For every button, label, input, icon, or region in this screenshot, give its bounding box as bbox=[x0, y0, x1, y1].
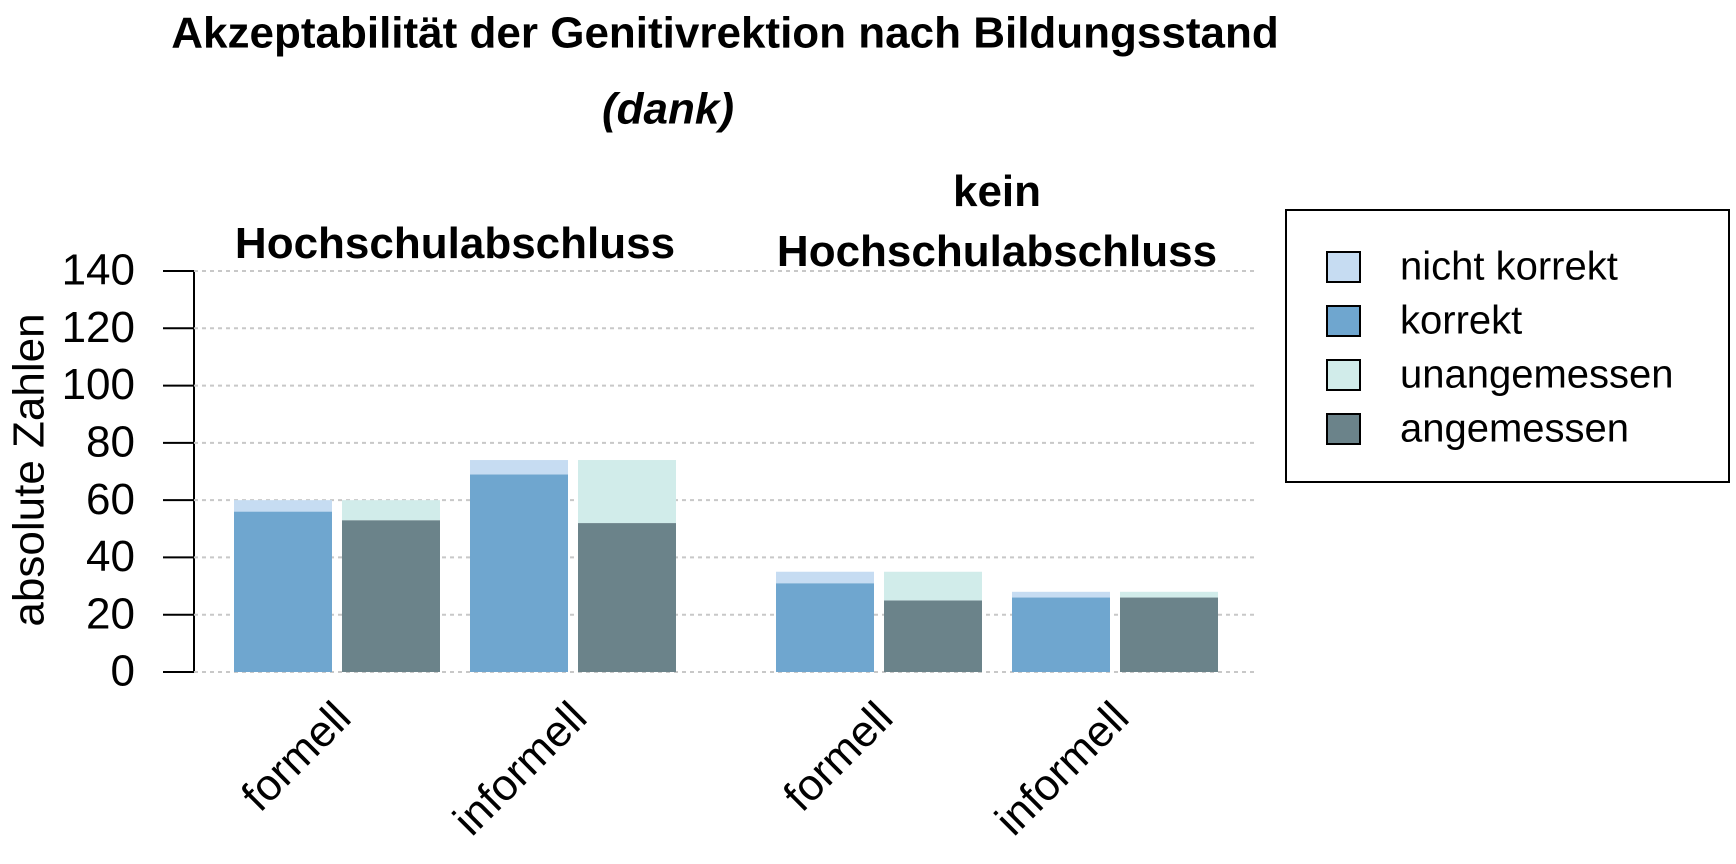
bar-segment bbox=[884, 571, 982, 601]
bar-segment bbox=[234, 511, 332, 672]
bar-segment bbox=[470, 460, 568, 475]
bar-segment bbox=[776, 583, 874, 672]
y-tick-label: 20 bbox=[86, 589, 135, 638]
y-tick-label: 140 bbox=[62, 246, 135, 295]
legend-swatch bbox=[1326, 251, 1361, 283]
bar-segment bbox=[342, 520, 440, 672]
panel-title: kein Hochschulabschluss bbox=[776, 167, 1218, 276]
chart-subtitle: (dank) bbox=[602, 85, 734, 134]
bar-segment bbox=[342, 500, 440, 521]
y-axis-label: absolute Zahlen bbox=[5, 313, 54, 626]
legend-label: unangemessen bbox=[1400, 353, 1674, 397]
legend-label: korrekt bbox=[1400, 299, 1522, 343]
y-tick-label: 60 bbox=[86, 475, 135, 524]
legend-swatch bbox=[1326, 359, 1361, 391]
bar-segment bbox=[1120, 597, 1218, 672]
y-tick-label: 40 bbox=[86, 532, 135, 581]
bar-segment bbox=[1012, 591, 1110, 598]
x-tick-label: informell bbox=[444, 693, 596, 845]
bar-segment bbox=[578, 523, 676, 672]
panel-title: Hochschulabschluss bbox=[234, 219, 676, 268]
x-tick-label: informell bbox=[986, 693, 1138, 845]
bar-segment bbox=[884, 600, 982, 672]
bar-segment bbox=[234, 500, 332, 512]
bar-segment bbox=[1120, 591, 1218, 598]
y-tick-label: 100 bbox=[62, 360, 135, 409]
y-tick-label: 80 bbox=[86, 417, 135, 466]
legend-label: angemessen bbox=[1400, 407, 1629, 451]
bar-segment bbox=[470, 474, 568, 672]
legend-swatch bbox=[1326, 305, 1361, 337]
y-tick-label: 120 bbox=[62, 303, 135, 352]
chart-title: Akzeptabilität der Genitivrektion nach B… bbox=[171, 9, 1279, 58]
legend-label: nicht korrekt bbox=[1400, 245, 1618, 289]
bar-segment bbox=[1012, 597, 1110, 672]
bar-segment bbox=[578, 460, 676, 524]
bar-segment bbox=[776, 571, 874, 584]
y-tick-label: 0 bbox=[111, 647, 135, 696]
x-tick-label: formell bbox=[232, 693, 360, 821]
x-tick-label: formell bbox=[774, 693, 902, 821]
legend-swatch bbox=[1326, 413, 1361, 445]
